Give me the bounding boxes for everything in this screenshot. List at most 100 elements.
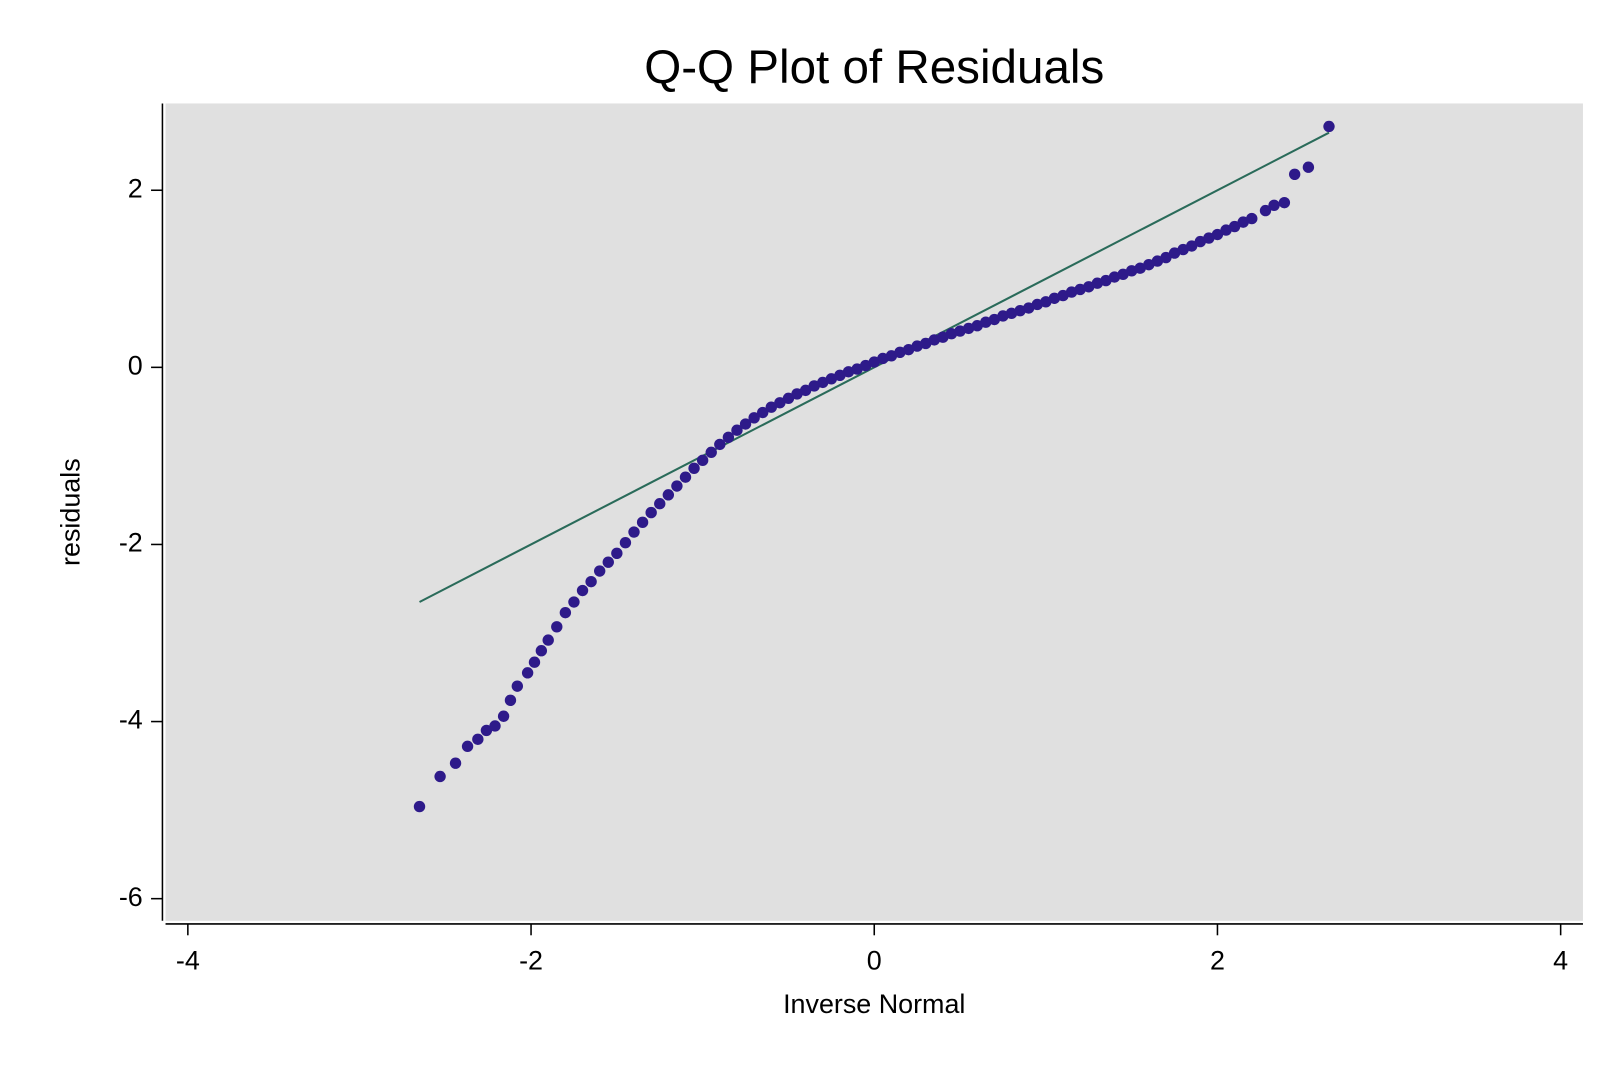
data-point <box>696 454 709 467</box>
data-point <box>894 346 906 358</box>
data-point <box>472 733 484 745</box>
data-point <box>511 680 524 692</box>
x-tick-label: -2 <box>519 945 543 975</box>
data-point <box>774 397 786 409</box>
data-point <box>1323 120 1335 133</box>
data-point <box>799 384 812 397</box>
data-point <box>1023 302 1035 314</box>
data-point <box>1237 216 1249 228</box>
data-point <box>645 506 657 519</box>
data-point <box>628 526 640 538</box>
data-point <box>1151 255 1164 267</box>
data-point <box>542 634 554 646</box>
x-axis-title: Inverse Normal <box>783 989 965 1019</box>
data-point <box>988 313 1001 326</box>
data-point <box>619 536 632 549</box>
data-point <box>791 388 803 400</box>
data-point <box>1091 277 1104 289</box>
data-point <box>671 480 683 492</box>
data-point <box>489 720 501 732</box>
data-point <box>1083 281 1095 293</box>
data-point <box>945 328 958 340</box>
data-point <box>997 310 1009 322</box>
data-point <box>449 757 462 769</box>
y-axis-title: residuals <box>56 458 86 566</box>
data-point <box>1005 307 1018 320</box>
data-point <box>480 724 493 737</box>
data-point <box>834 369 846 382</box>
data-point <box>868 356 880 368</box>
data-point <box>1268 199 1280 211</box>
data-point <box>413 800 426 813</box>
data-point <box>568 596 580 608</box>
data-point <box>1168 247 1181 259</box>
data-point <box>611 547 623 560</box>
data-point <box>859 359 872 372</box>
data-point <box>902 343 915 356</box>
data-point <box>1143 258 1155 271</box>
data-point <box>1134 262 1146 274</box>
data-point <box>521 667 534 679</box>
data-point <box>980 316 992 328</box>
data-point <box>885 350 898 362</box>
x-tick-label: 0 <box>867 945 882 975</box>
data-point <box>1057 289 1069 302</box>
data-point <box>705 446 717 459</box>
data-point <box>1031 298 1043 311</box>
data-point <box>1014 304 1026 317</box>
data-point <box>920 337 932 350</box>
data-point <box>1203 232 1215 244</box>
data-point <box>551 621 563 633</box>
data-point <box>1220 224 1232 236</box>
data-point <box>1177 243 1189 256</box>
data-point <box>461 740 474 753</box>
x-tick-label: 2 <box>1210 945 1225 975</box>
data-point <box>1288 168 1301 180</box>
data-point <box>1186 240 1198 252</box>
data-point <box>962 322 975 335</box>
data-point <box>722 431 735 443</box>
data-point <box>1259 204 1272 217</box>
data-point <box>1278 196 1291 209</box>
data-point <box>765 401 777 413</box>
data-point <box>1048 292 1061 304</box>
data-point <box>1302 161 1315 173</box>
data-point <box>1246 212 1258 225</box>
y-tick-label: 2 <box>128 173 143 203</box>
data-point <box>1228 220 1241 233</box>
data-point <box>636 516 649 529</box>
data-point <box>662 489 675 501</box>
data-point <box>1108 271 1121 283</box>
y-tick-label: -6 <box>119 882 143 912</box>
data-point <box>877 352 889 365</box>
data-point <box>585 575 597 588</box>
data-point <box>434 770 446 783</box>
data-point <box>679 471 692 483</box>
data-point <box>576 584 589 597</box>
data-point <box>817 376 829 389</box>
data-point <box>714 438 726 451</box>
data-point <box>748 412 760 424</box>
data-point <box>1040 296 1052 308</box>
data-point <box>757 406 769 419</box>
data-point <box>808 380 820 392</box>
chart-title: Q-Q Plot of Residuals <box>644 41 1104 94</box>
data-point <box>971 320 983 332</box>
data-point <box>1160 251 1172 264</box>
data-point <box>954 325 966 337</box>
data-point <box>928 334 941 346</box>
data-point <box>911 340 923 352</box>
data-point <box>1117 268 1129 281</box>
data-point <box>593 565 606 577</box>
data-point <box>497 710 510 722</box>
y-tick-label: -4 <box>119 705 143 735</box>
data-point <box>1074 283 1086 296</box>
plot-area <box>165 103 1583 921</box>
data-point <box>1065 286 1078 298</box>
data-point <box>535 645 548 657</box>
data-point <box>559 606 572 619</box>
data-point <box>739 418 752 430</box>
data-point <box>825 373 838 385</box>
